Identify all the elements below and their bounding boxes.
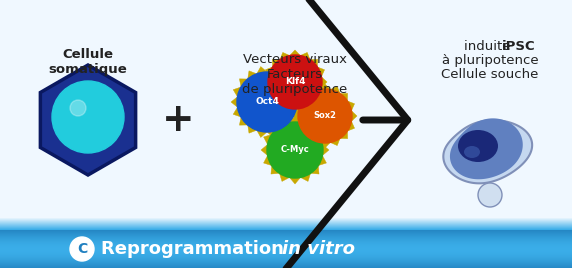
FancyBboxPatch shape <box>0 260 572 261</box>
FancyBboxPatch shape <box>0 264 572 265</box>
FancyBboxPatch shape <box>0 256 572 257</box>
FancyBboxPatch shape <box>0 262 572 263</box>
FancyBboxPatch shape <box>0 240 572 241</box>
FancyBboxPatch shape <box>0 223 572 224</box>
FancyBboxPatch shape <box>0 233 572 234</box>
FancyBboxPatch shape <box>0 243 572 244</box>
FancyBboxPatch shape <box>0 249 572 250</box>
Text: in vitro: in vitro <box>282 240 355 258</box>
FancyBboxPatch shape <box>0 221 572 222</box>
FancyBboxPatch shape <box>0 245 572 246</box>
Polygon shape <box>263 50 327 114</box>
FancyBboxPatch shape <box>0 222 572 223</box>
FancyBboxPatch shape <box>0 239 572 240</box>
Circle shape <box>298 89 352 143</box>
FancyBboxPatch shape <box>0 255 572 256</box>
FancyBboxPatch shape <box>0 253 572 254</box>
FancyBboxPatch shape <box>0 218 572 219</box>
FancyBboxPatch shape <box>0 231 572 232</box>
Text: induite: induite <box>464 40 515 53</box>
Polygon shape <box>293 84 357 148</box>
FancyBboxPatch shape <box>0 251 572 252</box>
FancyBboxPatch shape <box>0 258 572 259</box>
Ellipse shape <box>458 130 498 162</box>
Polygon shape <box>443 120 532 183</box>
Text: Sox2: Sox2 <box>313 111 336 121</box>
Polygon shape <box>261 116 329 184</box>
Circle shape <box>268 55 322 109</box>
Polygon shape <box>41 65 136 175</box>
Circle shape <box>52 81 124 153</box>
Circle shape <box>70 237 94 261</box>
Polygon shape <box>450 118 523 179</box>
FancyBboxPatch shape <box>0 257 572 258</box>
Text: +: + <box>162 101 194 139</box>
FancyBboxPatch shape <box>0 266 572 267</box>
Text: Cellule
somatique: Cellule somatique <box>49 48 128 76</box>
FancyBboxPatch shape <box>0 228 572 229</box>
FancyBboxPatch shape <box>0 265 572 266</box>
Circle shape <box>70 100 86 116</box>
FancyBboxPatch shape <box>0 242 572 243</box>
FancyBboxPatch shape <box>0 237 572 238</box>
FancyBboxPatch shape <box>0 244 572 245</box>
Text: C: C <box>77 242 87 256</box>
FancyBboxPatch shape <box>0 254 572 255</box>
FancyBboxPatch shape <box>0 219 572 220</box>
Text: iPSC: iPSC <box>502 40 535 53</box>
Text: Oct4: Oct4 <box>255 98 279 106</box>
FancyBboxPatch shape <box>0 232 572 233</box>
Text: Cellule souche: Cellule souche <box>442 68 539 81</box>
FancyBboxPatch shape <box>0 227 572 228</box>
FancyBboxPatch shape <box>0 220 572 221</box>
FancyBboxPatch shape <box>0 259 572 260</box>
FancyBboxPatch shape <box>0 248 572 249</box>
Circle shape <box>237 72 297 132</box>
FancyBboxPatch shape <box>0 252 572 253</box>
FancyBboxPatch shape <box>0 225 572 226</box>
FancyBboxPatch shape <box>0 230 572 231</box>
FancyBboxPatch shape <box>0 263 572 264</box>
Polygon shape <box>231 66 303 137</box>
FancyBboxPatch shape <box>0 224 572 225</box>
Text: Vecteurs viraux
Facteurs
de pluripotence: Vecteurs viraux Facteurs de pluripotence <box>243 53 348 96</box>
Text: à pluripotence: à pluripotence <box>442 54 538 67</box>
Text: Klf4: Klf4 <box>285 77 305 87</box>
FancyBboxPatch shape <box>0 238 572 239</box>
Ellipse shape <box>464 146 480 158</box>
FancyBboxPatch shape <box>0 235 572 236</box>
FancyBboxPatch shape <box>0 247 572 248</box>
FancyBboxPatch shape <box>0 261 572 262</box>
Text: C-Myc: C-Myc <box>281 146 309 154</box>
FancyBboxPatch shape <box>0 250 572 251</box>
Circle shape <box>267 122 323 178</box>
FancyBboxPatch shape <box>0 267 572 268</box>
FancyBboxPatch shape <box>0 229 572 230</box>
FancyBboxPatch shape <box>0 241 572 242</box>
FancyBboxPatch shape <box>0 226 572 227</box>
FancyBboxPatch shape <box>0 246 572 247</box>
FancyBboxPatch shape <box>0 236 572 237</box>
Text: Reprogrammation: Reprogrammation <box>101 240 290 258</box>
FancyBboxPatch shape <box>0 234 572 235</box>
Circle shape <box>478 183 502 207</box>
